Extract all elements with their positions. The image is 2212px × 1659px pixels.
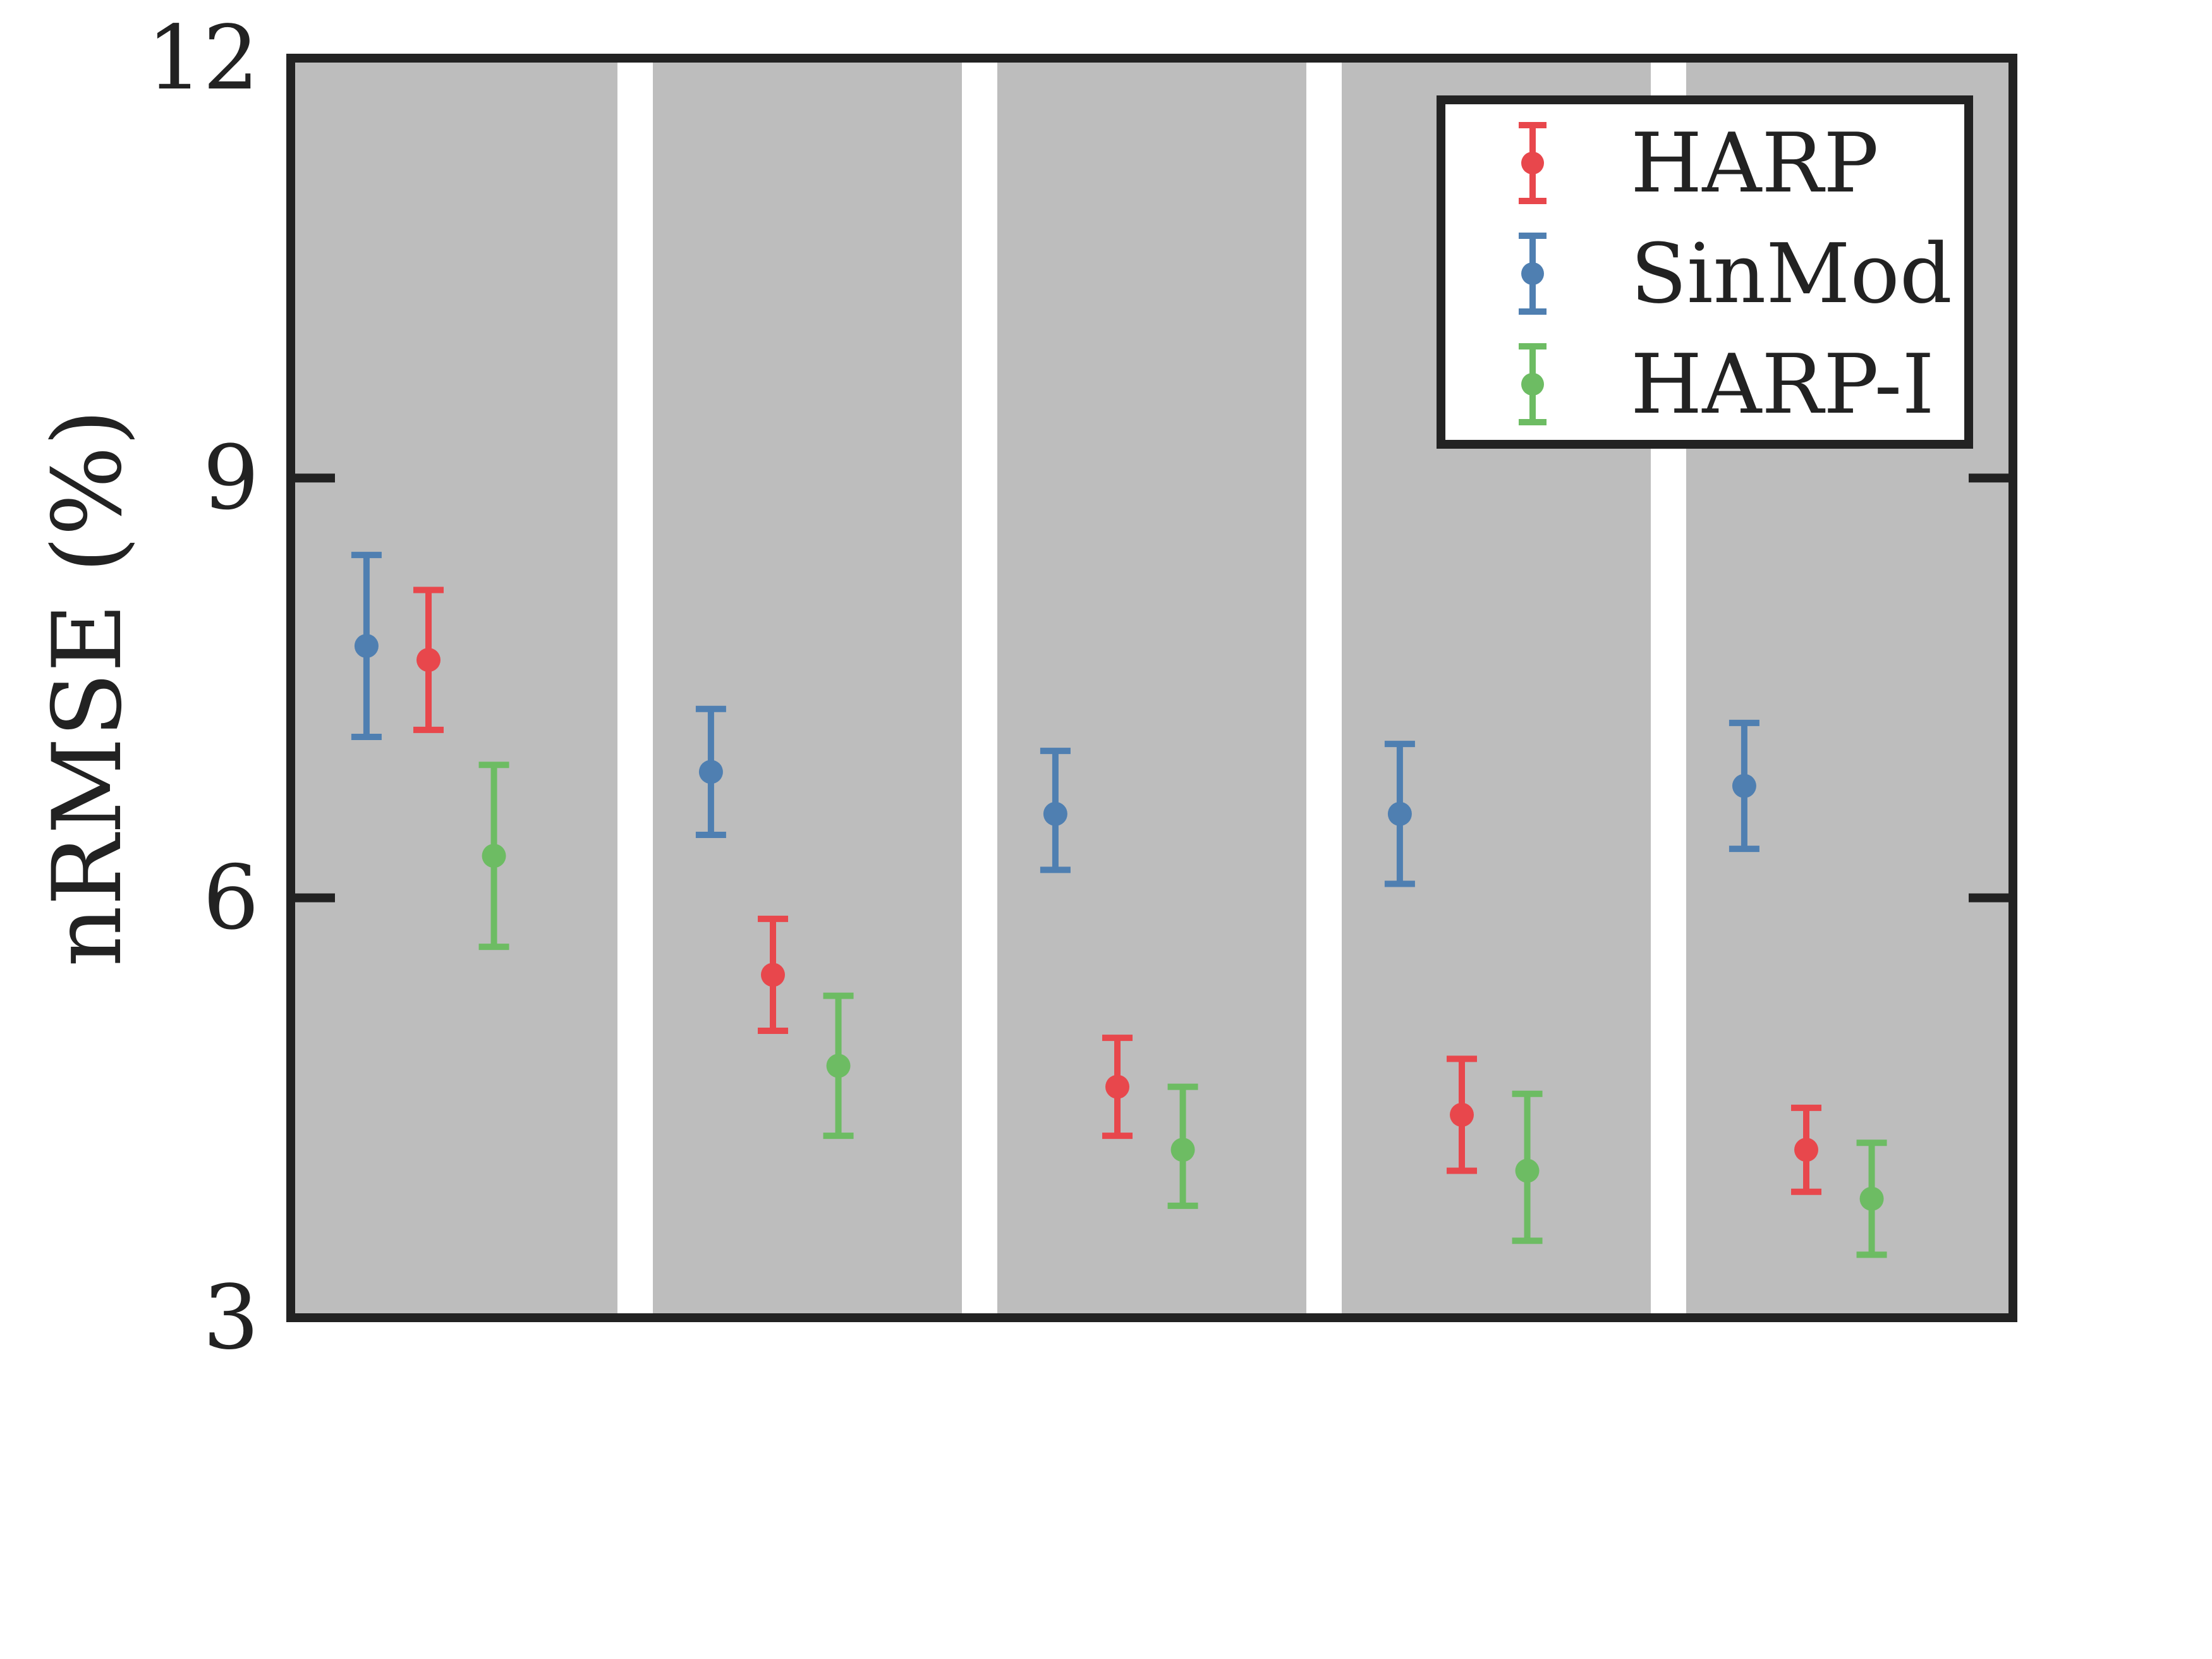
mean-point (1732, 774, 1756, 798)
mean-point (1794, 1138, 1818, 1162)
error-bar-harp (1791, 1104, 1821, 1195)
error-bar-sinmod (1384, 741, 1415, 887)
mean-point (1450, 1102, 1474, 1127)
error-bar-sinmod (1040, 748, 1071, 873)
group-band (653, 58, 962, 1318)
legend-label: HARP (1631, 115, 1879, 211)
mean-point (761, 963, 785, 987)
group-band (291, 58, 617, 1318)
mean-point (1170, 1138, 1195, 1162)
mean-point (1387, 801, 1412, 826)
y-tick-label: 3 (203, 1267, 259, 1370)
y-tick-label: 6 (203, 847, 259, 950)
mean-point (482, 844, 506, 868)
error-bar-harp (413, 586, 444, 733)
mean-point (698, 760, 723, 784)
legend-item: HARP-I (1519, 336, 1935, 432)
mean-point (1515, 1158, 1540, 1183)
error-bar-harp (1102, 1035, 1133, 1139)
y-tick-label: 9 (203, 427, 259, 530)
mean-point (416, 648, 441, 672)
error-bar-harp-i (1512, 1090, 1543, 1244)
legend-label: HARP-I (1631, 336, 1935, 432)
mean-point (354, 634, 379, 659)
group-band (997, 58, 1306, 1318)
legend-item: SinMod (1519, 226, 1952, 322)
legend-marker-point (1521, 373, 1544, 396)
error-bar-harp-i (823, 992, 854, 1139)
y-axis-ticks: 3 6 9 12 (147, 7, 2013, 1370)
error-bar-sinmod (351, 552, 382, 741)
legend-marker-point (1521, 152, 1544, 174)
error-bar-harp-i (1856, 1139, 1887, 1258)
mean-point (826, 1054, 851, 1078)
y-tick-label: 12 (147, 7, 259, 110)
error-bar-harp (758, 915, 788, 1035)
error-bar-marks (351, 552, 1887, 1258)
error-bar-harp (1447, 1055, 1477, 1174)
mean-point (1859, 1186, 1884, 1211)
legend-marker-point (1521, 262, 1544, 285)
legend-label: SinMod (1631, 226, 1952, 322)
plot-frame (286, 54, 2017, 1322)
mean-point (1043, 801, 1067, 826)
legend-item: HARP (1519, 115, 1879, 211)
legend: HARP SinMod HARP-I (1437, 95, 1973, 449)
error-bar-harp-i (478, 762, 509, 951)
error-bar-sinmod (695, 705, 726, 839)
y-axis-label: nRMSE (%) (33, 409, 143, 967)
error-bar-harp-i (1167, 1083, 1198, 1209)
error-bar-sinmod (1729, 719, 1759, 853)
mean-point (1105, 1074, 1129, 1099)
